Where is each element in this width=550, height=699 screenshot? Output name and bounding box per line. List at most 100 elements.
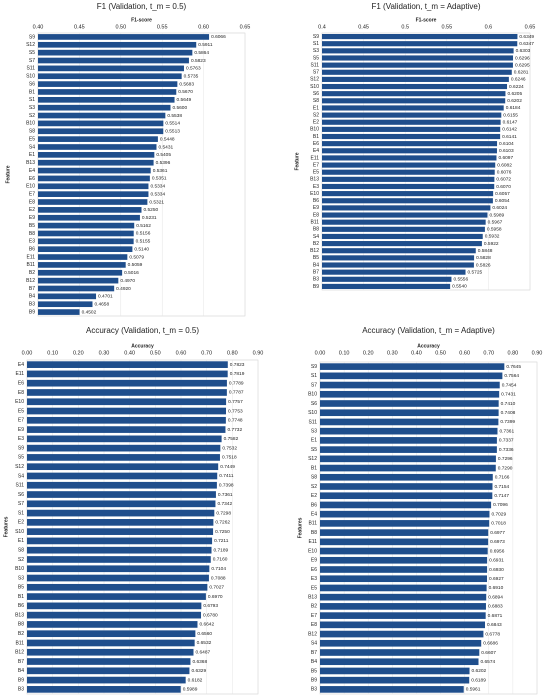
bar bbox=[38, 136, 158, 142]
x-tick-label: 0.10 bbox=[339, 350, 350, 356]
bar bbox=[320, 501, 492, 509]
bar bbox=[322, 55, 514, 61]
y-tick-label: B10 bbox=[26, 121, 35, 127]
value-label: 0.5763 bbox=[186, 66, 201, 72]
value-label: 0.6843 bbox=[487, 622, 502, 628]
y-tick-label: S4 bbox=[29, 144, 35, 150]
value-label: 0.6205 bbox=[507, 91, 522, 97]
x-tick-label: 0.50 bbox=[150, 350, 161, 356]
value-label: 0.5683 bbox=[179, 81, 194, 87]
y-tick-label: S6 bbox=[29, 81, 35, 87]
value-label: 0.6642 bbox=[199, 622, 214, 628]
value-label: 0.7787 bbox=[229, 390, 244, 396]
y-tick-label: B2 bbox=[18, 631, 24, 637]
bar bbox=[322, 83, 508, 90]
y-tick-label: E6 bbox=[313, 141, 319, 147]
bar bbox=[320, 538, 489, 546]
y-tick-label: E11 bbox=[15, 371, 24, 377]
value-label: 0.6246 bbox=[511, 77, 526, 83]
y-tick-label: E2 bbox=[29, 207, 35, 213]
y-tick-label: E10 bbox=[15, 399, 24, 405]
bar bbox=[320, 483, 493, 490]
y-tick-label: B13 bbox=[308, 594, 317, 600]
value-label: 0.5396 bbox=[156, 160, 171, 166]
value-label: 0.5670 bbox=[178, 89, 193, 95]
y-tick-label: E2 bbox=[311, 493, 317, 499]
bar bbox=[38, 293, 97, 300]
y-tick-label: B7 bbox=[29, 286, 35, 292]
value-label: 0.7104 bbox=[211, 566, 226, 572]
y-tick-label: B5 bbox=[29, 223, 35, 229]
value-label: 0.6574 bbox=[481, 659, 496, 665]
y-tick-label: B10 bbox=[308, 392, 317, 398]
value-label: 0.7431 bbox=[501, 392, 516, 398]
value-label: 0.7018 bbox=[491, 521, 506, 527]
bar bbox=[320, 676, 470, 684]
bar bbox=[320, 418, 499, 426]
y-tick-label: S1 bbox=[18, 510, 24, 516]
y-axis-label: Features bbox=[3, 516, 9, 537]
bar bbox=[320, 639, 482, 647]
bar bbox=[27, 398, 227, 406]
bar bbox=[38, 144, 157, 150]
y-tick-label: S8 bbox=[18, 548, 24, 554]
bar bbox=[322, 148, 497, 154]
bar bbox=[38, 49, 193, 56]
bar bbox=[38, 112, 166, 119]
y-tick-label: E4 bbox=[311, 511, 317, 517]
y-tick-label: S1 bbox=[29, 97, 35, 103]
y-tick-label: S8 bbox=[311, 475, 317, 481]
value-label: 0.5059 bbox=[128, 262, 143, 268]
x-axis-label: Accuracy bbox=[131, 343, 154, 349]
y-tick-label: S3 bbox=[311, 428, 317, 434]
value-label: 0.7410 bbox=[501, 401, 516, 407]
y-tick-label: E4 bbox=[29, 168, 35, 174]
bar bbox=[38, 230, 134, 237]
bar bbox=[27, 686, 181, 693]
bar bbox=[27, 509, 215, 517]
bar bbox=[320, 409, 499, 417]
value-label: 0.5989 bbox=[183, 687, 198, 693]
bar bbox=[27, 602, 202, 610]
y-tick-label: B4 bbox=[18, 668, 24, 674]
y-tick-label: E4 bbox=[313, 148, 319, 154]
bar bbox=[322, 169, 495, 175]
bar bbox=[320, 520, 490, 527]
chart-title: Accuracy (Validation, t_m = Adaptive) bbox=[362, 326, 495, 335]
value-label: 0.7753 bbox=[228, 408, 243, 414]
y-tick-label: E8 bbox=[18, 390, 24, 396]
y-tick-label: E3 bbox=[18, 436, 24, 442]
y-tick-label: S10 bbox=[15, 529, 24, 535]
value-label: 0.5540 bbox=[452, 284, 467, 290]
bar bbox=[27, 389, 227, 396]
value-label: 0.6894 bbox=[488, 594, 503, 600]
y-tick-label: B9 bbox=[18, 677, 24, 683]
bar bbox=[38, 152, 155, 158]
y-tick-label: E5 bbox=[29, 136, 35, 142]
bar bbox=[27, 435, 222, 443]
y-tick-label: B8 bbox=[311, 530, 317, 536]
y-tick-label: B5 bbox=[311, 668, 317, 674]
value-label: 0.7408 bbox=[501, 410, 516, 416]
value-label: 0.5538 bbox=[167, 113, 182, 119]
y-tick-label: S9 bbox=[18, 445, 24, 451]
y-tick-label: B7 bbox=[313, 269, 319, 275]
bar bbox=[320, 649, 480, 656]
y-tick-label: S8 bbox=[313, 98, 319, 104]
y-tick-label: E7 bbox=[313, 162, 319, 168]
y-tick-label: S10 bbox=[310, 84, 319, 90]
bar bbox=[38, 81, 178, 87]
value-label: 0.7454 bbox=[502, 382, 517, 388]
chart-title: F1 (Validation, t_m = Adaptive) bbox=[371, 2, 480, 11]
value-label: 0.6883 bbox=[488, 604, 503, 610]
x-tick-label: 0.10 bbox=[47, 350, 58, 356]
value-label: 0.6054 bbox=[495, 198, 510, 204]
bar bbox=[38, 214, 140, 221]
value-label: 0.5334 bbox=[150, 191, 165, 197]
bar bbox=[322, 105, 504, 111]
value-label: 0.6189 bbox=[471, 677, 486, 683]
x-tick-label: 0.50 bbox=[435, 350, 446, 356]
value-label: 0.7411 bbox=[219, 473, 234, 479]
y-tick-label: B12 bbox=[26, 278, 35, 284]
value-label: 0.7399 bbox=[500, 419, 515, 425]
